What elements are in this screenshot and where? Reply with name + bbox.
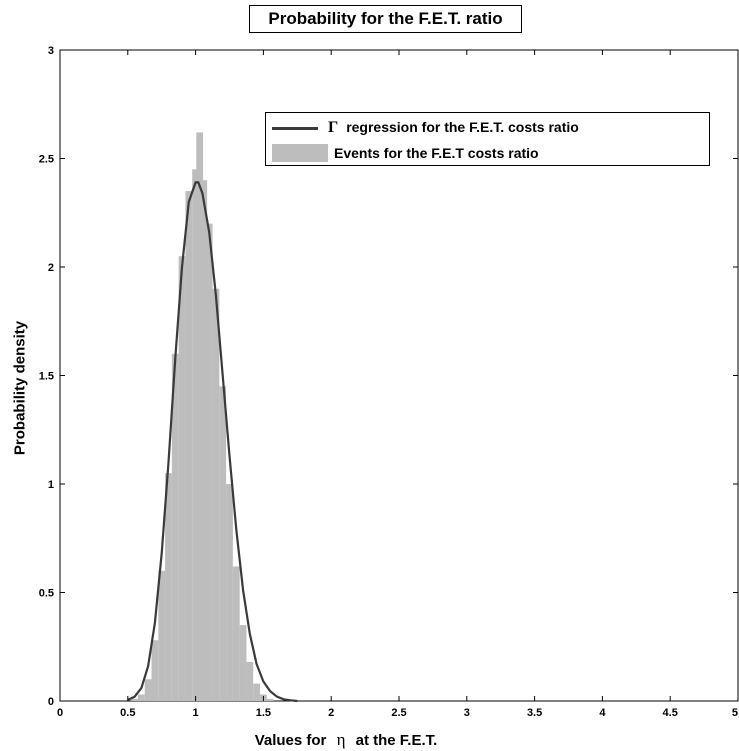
legend-entry-events: Events for the F.E.T costs ratio [266,142,539,164]
x-tick-label: 0.5 [120,707,135,719]
histogram-bar [226,484,233,701]
histogram-bar [196,132,204,701]
histogram-bar [158,570,166,701]
histogram-bar [212,288,220,701]
x-tick-label: 3.5 [527,707,542,719]
x-axis-label-symbol: η [336,730,346,749]
gamma-regression-line [127,181,298,703]
histogram-bar [253,683,261,701]
histogram-bar [165,473,172,701]
legend-line-swatch [272,126,318,130]
legend-regression-text: regression for the F.E.T. costs ratio [346,119,579,135]
histogram-bar [137,694,145,701]
x-axis-label-suffix: at the F.E.T. [355,732,438,749]
histogram-bar [266,698,274,701]
histogram-series [131,132,274,702]
x-tick-label: 4.5 [663,707,678,719]
y-tick-label: 0.5 [39,588,54,600]
x-tick-label: 1.5 [256,707,271,719]
histogram-bar [192,169,199,702]
chart-title: Probability for the F.E.T. ratio [249,5,522,33]
y-tick-label: 2 [48,262,54,274]
histogram-bar [144,679,152,701]
legend-label-events: Events for the F.E.T costs ratio [334,145,539,161]
y-axis-label: Probability density [11,320,29,456]
histogram-bar [131,698,138,701]
x-tick-label: 5 [732,707,738,719]
x-axis-label: Values for η at the F.E.T. [255,730,438,750]
y-tick-label: 2.5 [39,154,54,166]
x-tick-label: 1 [193,707,199,719]
y-tick-label: 3 [48,45,54,57]
histogram-bar [185,191,193,702]
y-tick-label: 1.5 [39,371,54,383]
x-tick-label: 2 [328,707,334,719]
histogram-bar [205,223,213,701]
histogram-bar [239,625,247,701]
axis-ticks [59,49,739,702]
histogram-bar [171,353,179,701]
axis-tick-labels: 0 0.5 1 1.5 2 2.5 3 3.5 4 4.5 5 0 0.5 1 1.5 2 2.5 3 [39,45,738,719]
histogram-bar [200,180,208,701]
y-tick-label: 0 [48,696,54,708]
legend-gamma-symbol: Γ [328,119,339,136]
legend-patch-swatch [272,144,328,162]
x-tick-label: 4 [599,707,606,719]
chart-title-text: Probability for the F.E.T. ratio [268,9,503,28]
histogram-bar [246,661,254,701]
x-tick-label: 2.5 [391,707,406,719]
histogram-bar [151,640,159,701]
histogram-bar [178,256,186,701]
y-tick-label: 1 [48,479,54,491]
x-tick-label: 3 [464,707,470,719]
x-axis-label-prefix: Values for [254,732,327,749]
histogram-bar [219,386,227,701]
histogram-bar [232,566,240,701]
x-tick-label: 0 [57,707,63,719]
